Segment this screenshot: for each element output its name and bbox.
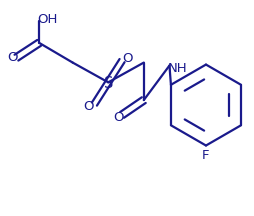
Text: O: O <box>113 111 123 124</box>
Text: O: O <box>83 100 94 113</box>
Text: F: F <box>202 149 210 162</box>
Text: O: O <box>123 52 133 65</box>
Text: O: O <box>7 51 18 64</box>
Text: S: S <box>104 76 113 91</box>
Text: NH: NH <box>168 62 187 75</box>
Text: OH: OH <box>37 13 57 26</box>
